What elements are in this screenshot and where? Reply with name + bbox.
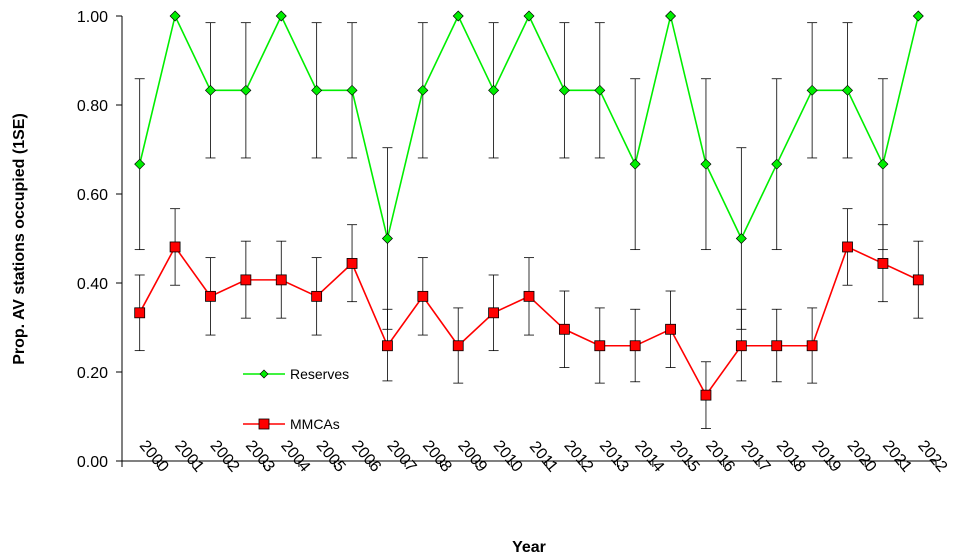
point-reserves — [558, 84, 570, 96]
point-reserves — [877, 158, 889, 170]
x-tick-label: 2008 — [419, 437, 455, 475]
point-reserves — [452, 10, 464, 22]
point-reserves — [204, 84, 216, 96]
x-tick-label: 2015 — [667, 437, 703, 475]
point-reserves — [735, 233, 747, 244]
point-mmcas — [806, 340, 818, 352]
point-mmcas — [629, 340, 641, 352]
point-mmcas — [877, 258, 889, 269]
series-mmcas — [134, 208, 924, 429]
point-reserves — [842, 84, 854, 96]
x-tick-label: 2000 — [136, 437, 172, 475]
legend-label-reserves: Reserves — [290, 366, 349, 382]
point-reserves — [665, 10, 677, 22]
point-reserves — [594, 84, 606, 96]
point-mmcas — [488, 307, 500, 319]
point-mmcas — [205, 290, 216, 302]
x-tick-label: 2021 — [879, 437, 915, 475]
legend: Reserves MMCAs — [243, 366, 349, 432]
point-reserves — [134, 158, 146, 170]
x-tick-label: 2003 — [242, 437, 278, 475]
legend-marker-mmcas — [258, 418, 270, 430]
legend-marker-reserves — [259, 369, 269, 379]
legend-item-mmcas: MMCAs — [243, 416, 340, 432]
point-mmcas — [842, 241, 853, 253]
x-tick-label: 2020 — [844, 437, 880, 475]
x-tick-label: 2019 — [808, 437, 844, 475]
point-reserves — [417, 84, 429, 96]
point-reserves — [523, 10, 535, 22]
y-tick-label: 0.00 — [77, 454, 108, 471]
x-tick-label: 2018 — [773, 437, 809, 475]
point-mmcas — [523, 290, 535, 302]
x-tick-label: 2022 — [914, 437, 950, 475]
point-mmcas — [382, 340, 393, 352]
point-reserves — [346, 84, 358, 96]
point-mmcas — [346, 258, 358, 269]
y-tick-label: 0.20 — [77, 365, 108, 382]
point-mmcas — [311, 290, 323, 302]
x-tick-label: 2004 — [277, 437, 313, 475]
point-mmcas — [771, 340, 783, 352]
y-tick-label: 0.40 — [77, 276, 108, 293]
x-tick-label: 2011 — [526, 438, 561, 475]
point-mmcas — [452, 340, 464, 352]
point-reserves — [806, 84, 818, 96]
point-reserves — [700, 158, 712, 170]
point-mmcas — [735, 340, 747, 352]
legend-item-reserves: Reserves — [243, 366, 349, 382]
point-reserves — [912, 10, 924, 22]
y-tick-label: 1.00 — [77, 9, 108, 26]
x-axis-ticks: 2000 2001 2002 2003 2004 2005 2006 2007 2008 2009… — [121, 437, 950, 476]
point-mmcas — [912, 274, 924, 286]
y-tick-label: 0.80 — [77, 98, 108, 115]
x-tick-label: 2012 — [560, 437, 596, 475]
x-tick-label: 2016 — [702, 437, 738, 475]
x-tick-label: 2014 — [631, 437, 667, 475]
point-mmcas — [240, 274, 252, 286]
point-reserves — [240, 84, 252, 96]
x-tick-label: 2001 — [171, 437, 207, 475]
x-tick-label: 2013 — [596, 437, 632, 475]
x-tick-label: 2009 — [454, 437, 490, 475]
point-mmcas — [665, 323, 676, 335]
legend-label-mmcas: MMCAs — [290, 416, 340, 432]
point-mmcas — [417, 290, 429, 302]
point-reserves — [311, 84, 323, 96]
series-reserves — [134, 10, 924, 330]
point-reserves — [275, 10, 287, 22]
y-axis-ticks: 0.00 0.20 0.40 0.60 0.80 1.00 — [77, 9, 122, 471]
series-line-reserves — [138, 13, 920, 241]
x-tick-label: 2017 — [737, 437, 773, 475]
point-reserves — [771, 158, 783, 170]
x-axis-title: Year — [512, 539, 546, 556]
point-reserves — [381, 233, 393, 244]
point-reserves — [488, 84, 500, 96]
point-mmcas — [700, 389, 712, 401]
point-reserves — [169, 10, 181, 22]
point-mmcas — [594, 340, 606, 352]
series-layer — [134, 10, 924, 429]
point-mmcas — [275, 274, 287, 286]
x-tick-label: 2007 — [383, 437, 419, 475]
x-tick-label: 2006 — [348, 437, 384, 475]
x-tick-label: 2005 — [313, 437, 349, 475]
point-mmcas — [169, 241, 181, 253]
y-axis-title: Prop. AV stations occupied (1SE) — [11, 113, 28, 365]
x-tick-label: 2010 — [490, 437, 526, 475]
point-mmcas — [558, 323, 570, 335]
point-mmcas — [134, 307, 146, 319]
y-tick-label: 0.60 — [77, 187, 108, 204]
point-reserves — [629, 158, 641, 170]
x-tick-label: 2002 — [207, 437, 243, 475]
